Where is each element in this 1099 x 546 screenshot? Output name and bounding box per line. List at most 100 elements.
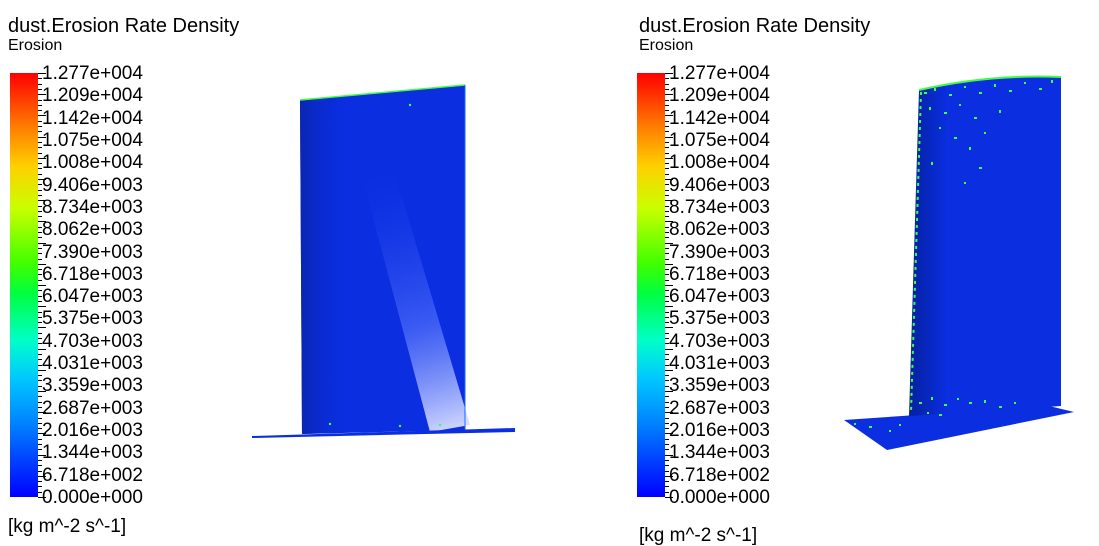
legend-tick <box>38 142 42 143</box>
legend-tick <box>665 476 673 477</box>
blade-platform <box>844 406 1074 450</box>
legend-label: 9.406e+003 <box>669 175 770 196</box>
legend-label: 1.075e+004 <box>42 130 143 151</box>
legend-tick <box>38 200 46 201</box>
legend-label: 6.718e+003 <box>42 264 143 285</box>
legend-tick <box>665 465 669 466</box>
legend-label: 9.406e+003 <box>42 175 143 196</box>
legend-tick <box>665 168 669 169</box>
legend-unit: [kg m^-2 s^-1] <box>8 516 127 537</box>
legend-tick <box>665 105 669 106</box>
legend-tick <box>665 322 669 323</box>
legend-tick <box>665 137 673 138</box>
legend-tick <box>665 264 673 265</box>
erosion-panel-right: dust.Erosion Rate Density Erosion 1.277e… <box>549 0 1099 546</box>
legend-tick <box>38 274 42 275</box>
legend-tick <box>38 253 42 254</box>
legend-tick <box>38 354 42 355</box>
legend-tick <box>665 492 669 493</box>
legend-tick <box>665 407 669 408</box>
legend-tick <box>38 402 42 403</box>
legend-tick <box>38 285 46 286</box>
legend-tick <box>38 115 46 116</box>
legend-tick <box>665 375 669 376</box>
legend-tick <box>665 285 673 286</box>
legend-label: 7.390e+003 <box>42 242 143 263</box>
legend-label: 6.718e+002 <box>669 465 770 486</box>
leading-edge-highlight <box>299 84 466 101</box>
legend-tick <box>38 147 42 148</box>
legend-tick <box>665 115 673 116</box>
legend-tick <box>665 333 669 334</box>
legend-tick <box>38 386 42 387</box>
legend-label: 1.277e+004 <box>42 63 143 84</box>
legend-tick <box>38 179 46 180</box>
legend-label: 2.016e+003 <box>42 420 143 441</box>
legend-tick <box>38 153 42 154</box>
legend-tick <box>38 206 42 207</box>
legend-tick <box>665 349 673 350</box>
legend-tick <box>665 280 669 281</box>
legend-label: 1.344e+003 <box>669 442 770 463</box>
legend-tick <box>38 497 46 498</box>
legend-tick <box>665 274 669 275</box>
legend-tick <box>38 449 42 450</box>
legend-tick <box>665 354 669 355</box>
legend-unit: [kg m^-2 s^-1] <box>639 525 758 546</box>
legend-label: 1.142e+004 <box>42 108 143 129</box>
legend-tick <box>38 433 46 434</box>
legend-tick <box>665 365 669 366</box>
erosion-panel-left: dust.Erosion Rate Density Erosion 1.277e… <box>0 0 549 546</box>
legend-tick <box>665 221 673 222</box>
legend-tick <box>38 481 42 482</box>
legend-tick <box>38 232 42 233</box>
legend-tick <box>38 418 42 419</box>
legend-tick <box>665 94 673 95</box>
legend-tick <box>665 100 669 101</box>
legend-tick <box>665 460 669 461</box>
legend-label: 8.734e+003 <box>669 197 770 218</box>
legend-label: 6.718e+003 <box>669 264 770 285</box>
legend-tick <box>665 190 669 191</box>
legend-tick <box>38 317 42 318</box>
legend-label: 7.390e+003 <box>669 242 770 263</box>
legend-tick <box>38 264 46 265</box>
legend-tick <box>38 407 42 408</box>
legend-label: 5.375e+003 <box>669 308 770 329</box>
legend-tick <box>665 253 669 254</box>
legend-label: 2.016e+003 <box>669 420 770 441</box>
legend-tick <box>665 89 669 90</box>
legend-tick <box>665 232 669 233</box>
legend-tick <box>665 174 669 175</box>
legend-tick <box>38 380 42 381</box>
blade-platform <box>252 428 515 438</box>
legend-tick <box>38 396 42 397</box>
legend-label: 8.734e+003 <box>42 197 143 218</box>
blade-surface-iso-view <box>844 75 1074 450</box>
legend-tick <box>38 423 42 424</box>
legend-tick <box>665 412 673 413</box>
legend-tick <box>665 338 669 339</box>
legend-tick <box>665 153 669 154</box>
legend-tick <box>38 221 46 222</box>
legend-label: 2.687e+003 <box>42 398 143 419</box>
legend-tick <box>38 486 42 487</box>
legend-tick <box>665 433 673 434</box>
legend-tick <box>665 227 669 228</box>
legend-tick <box>38 78 42 79</box>
legend-tick <box>665 312 669 313</box>
legend-tick <box>38 243 46 244</box>
legend-tick <box>38 471 42 472</box>
erosion-streak <box>355 140 470 432</box>
legend-tick <box>665 306 673 307</box>
legend-tick <box>38 105 42 106</box>
legend-tick <box>38 121 42 122</box>
legend-label: 1.142e+004 <box>669 108 770 129</box>
legend-tick <box>665 343 669 344</box>
legend-label: 8.062e+003 <box>669 219 770 240</box>
legend-tick <box>665 237 669 238</box>
legend-tick <box>665 327 673 328</box>
legend-tick <box>38 126 42 127</box>
legend-label: 4.703e+003 <box>669 331 770 352</box>
legend-tick <box>665 84 669 85</box>
